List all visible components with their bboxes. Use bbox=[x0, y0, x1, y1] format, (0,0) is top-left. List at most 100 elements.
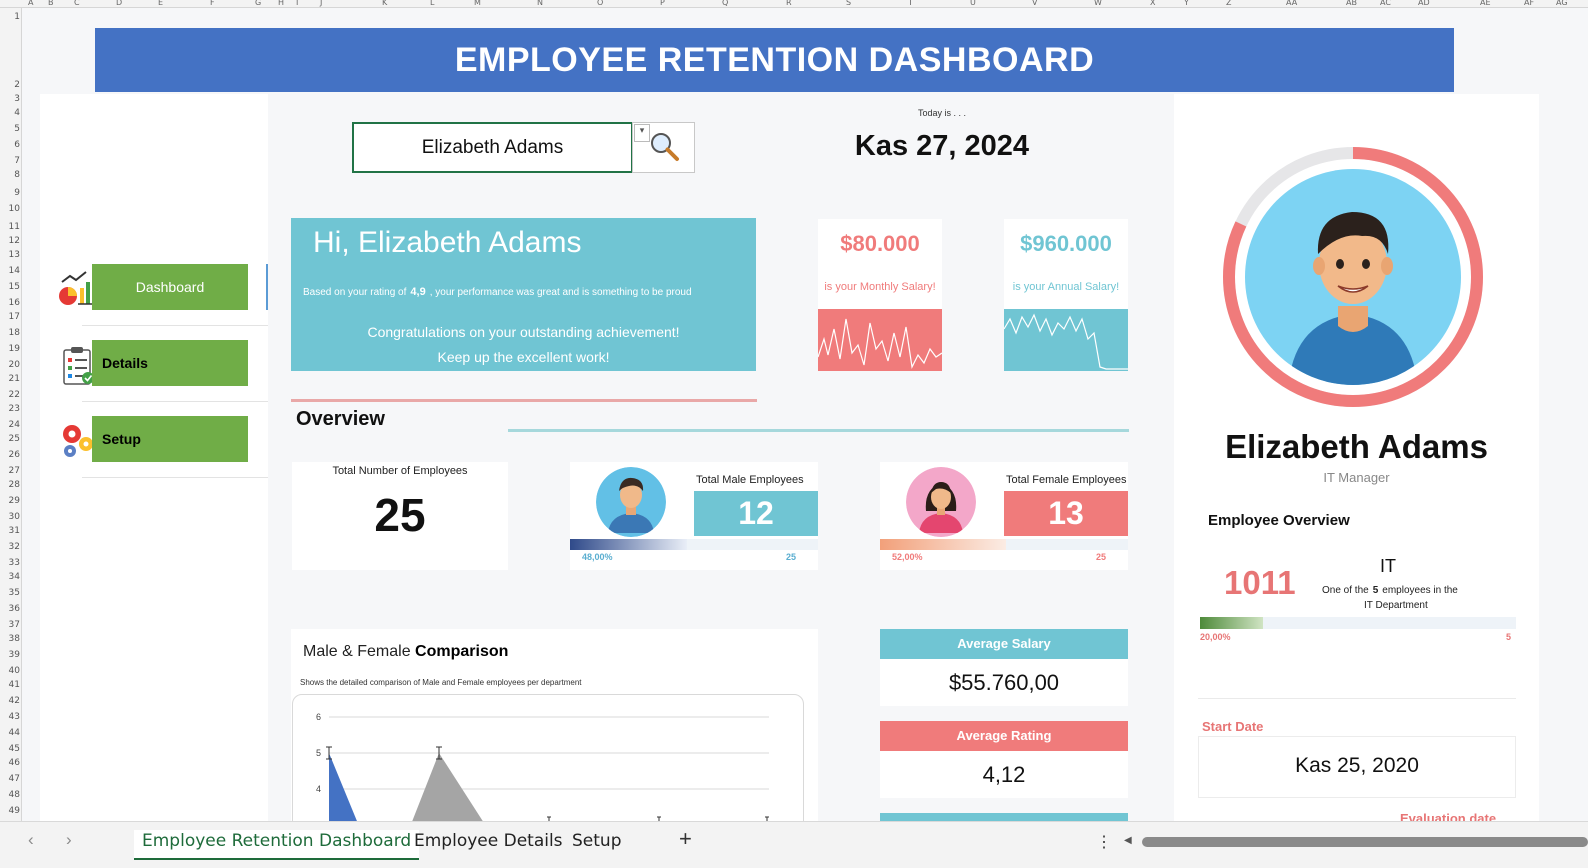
row-label[interactable]: 34 bbox=[8, 572, 20, 582]
row-label[interactable]: 8 bbox=[14, 170, 20, 180]
row-label[interactable]: 37 bbox=[8, 620, 20, 630]
row-label[interactable]: 44 bbox=[8, 728, 20, 738]
row-label[interactable]: 40 bbox=[8, 666, 20, 676]
employee-search-input[interactable]: Elizabeth Adams bbox=[352, 122, 633, 173]
nav-dashboard-button[interactable]: Dashboard bbox=[92, 264, 248, 310]
nav-details-button[interactable]: Details bbox=[92, 340, 248, 386]
row-label[interactable]: 23 bbox=[8, 404, 20, 414]
row-label[interactable]: 31 bbox=[8, 526, 20, 536]
row-label[interactable]: 38 bbox=[8, 634, 20, 644]
column-label[interactable]: AE bbox=[1480, 0, 1491, 7]
column-label[interactable]: V bbox=[1032, 0, 1038, 7]
tab-employee-retention-dashboard[interactable]: Employee Retention Dashboard bbox=[134, 830, 420, 860]
row-label[interactable]: 14 bbox=[8, 266, 20, 276]
row-label[interactable]: 33 bbox=[8, 558, 20, 568]
column-label[interactable]: D bbox=[116, 0, 123, 7]
tab-setup[interactable]: Setup bbox=[572, 831, 622, 851]
row-label[interactable]: 41 bbox=[8, 680, 20, 690]
column-label[interactable]: Y bbox=[1184, 0, 1189, 7]
column-label[interactable]: P bbox=[660, 0, 665, 7]
column-label[interactable]: M bbox=[474, 0, 481, 7]
row-label[interactable]: 19 bbox=[8, 344, 20, 354]
tab-employee-details[interactable]: Employee Details bbox=[414, 831, 563, 851]
row-label[interactable]: 49 bbox=[8, 806, 20, 816]
row-label[interactable]: 28 bbox=[8, 480, 20, 490]
row-label[interactable]: 25 bbox=[8, 434, 20, 444]
row-label[interactable]: 9 bbox=[14, 188, 20, 198]
column-label[interactable]: K bbox=[382, 0, 388, 7]
row-label[interactable]: 2 bbox=[14, 80, 20, 90]
nav-setup-button[interactable]: Setup bbox=[92, 416, 248, 462]
row-label[interactable]: 20 bbox=[8, 360, 20, 370]
column-label[interactable]: T bbox=[908, 0, 913, 7]
column-label[interactable]: A bbox=[28, 0, 34, 7]
scroll-left-arrow-icon[interactable]: ◀ bbox=[1124, 835, 1132, 846]
row-label[interactable]: 27 bbox=[8, 466, 20, 476]
row-label[interactable]: 26 bbox=[8, 450, 20, 460]
row-label[interactable]: 36 bbox=[8, 604, 20, 614]
row-label[interactable]: 6 bbox=[14, 140, 20, 150]
department-line-2: IT Department bbox=[1364, 600, 1428, 611]
row-label[interactable]: 35 bbox=[8, 588, 20, 598]
row-label[interactable]: 4 bbox=[14, 108, 20, 118]
column-label[interactable]: Z bbox=[1226, 0, 1232, 7]
add-sheet-button[interactable]: + bbox=[679, 826, 692, 851]
column-label[interactable]: AC bbox=[1380, 0, 1391, 7]
row-label[interactable]: 48 bbox=[8, 790, 20, 800]
row-label[interactable]: 1 bbox=[14, 12, 20, 22]
column-label[interactable]: W bbox=[1094, 0, 1102, 7]
row-label[interactable]: 12 bbox=[8, 236, 20, 246]
row-label[interactable]: 15 bbox=[8, 282, 20, 292]
column-label[interactable]: H bbox=[278, 0, 285, 7]
row-label[interactable]: 13 bbox=[8, 250, 20, 260]
row-label[interactable]: 29 bbox=[8, 496, 20, 506]
column-label[interactable]: AA bbox=[1286, 0, 1298, 7]
row-label[interactable]: 7 bbox=[14, 156, 20, 166]
row-label[interactable]: 3 bbox=[14, 94, 20, 104]
column-label[interactable]: X bbox=[1150, 0, 1156, 7]
column-label[interactable]: G bbox=[255, 0, 262, 7]
y-tick-label: 6 bbox=[316, 712, 321, 722]
row-label[interactable]: 30 bbox=[8, 512, 20, 522]
row-label[interactable]: 18 bbox=[8, 328, 20, 338]
column-label[interactable]: AG bbox=[1556, 0, 1568, 7]
column-label[interactable]: F bbox=[210, 0, 215, 7]
column-label[interactable]: C bbox=[74, 0, 80, 7]
tab-scroll-left-icon[interactable]: ‹ bbox=[28, 830, 34, 849]
scrollbar-thumb[interactable] bbox=[1142, 837, 1588, 847]
horizontal-scrollbar[interactable]: ◀ bbox=[1124, 835, 1588, 849]
column-label[interactable]: Q bbox=[722, 0, 729, 7]
column-label[interactable]: AD bbox=[1418, 0, 1430, 7]
column-label[interactable]: AB bbox=[1346, 0, 1357, 7]
search-button[interactable] bbox=[632, 122, 695, 173]
row-label[interactable]: 43 bbox=[8, 712, 20, 722]
row-label[interactable]: 46 bbox=[8, 758, 20, 768]
more-options-icon[interactable]: ⋮ bbox=[1096, 834, 1112, 851]
column-label[interactable]: L bbox=[430, 0, 435, 7]
column-label[interactable]: R bbox=[786, 0, 792, 7]
column-label[interactable]: S bbox=[846, 0, 852, 7]
row-label[interactable]: 16 bbox=[8, 298, 20, 308]
row-label[interactable]: 45 bbox=[8, 744, 20, 754]
column-label[interactable]: N bbox=[537, 0, 543, 7]
row-label[interactable]: 10 bbox=[8, 204, 20, 214]
column-label[interactable]: E bbox=[158, 0, 164, 7]
column-label[interactable]: O bbox=[597, 0, 604, 7]
column-label[interactable]: AF bbox=[1524, 0, 1535, 7]
row-label[interactable]: 24 bbox=[8, 420, 20, 430]
row-label[interactable]: 39 bbox=[8, 650, 20, 660]
row-label[interactable]: 5 bbox=[14, 124, 20, 134]
column-label[interactable]: J bbox=[320, 0, 323, 7]
row-label[interactable]: 17 bbox=[8, 312, 20, 322]
tab-scroll-right-icon[interactable]: › bbox=[66, 830, 72, 849]
row-label[interactable]: 42 bbox=[8, 696, 20, 706]
row-label[interactable]: 22 bbox=[8, 390, 20, 400]
column-label[interactable]: U bbox=[970, 0, 976, 7]
column-label[interactable]: B bbox=[48, 0, 54, 7]
dropdown-arrow-icon[interactable]: ▾ bbox=[634, 124, 650, 142]
row-label[interactable]: 11 bbox=[8, 222, 20, 232]
row-label[interactable]: 32 bbox=[8, 542, 20, 552]
column-label[interactable]: I bbox=[296, 0, 299, 7]
row-label[interactable]: 21 bbox=[8, 374, 20, 384]
row-label[interactable]: 47 bbox=[8, 774, 20, 784]
